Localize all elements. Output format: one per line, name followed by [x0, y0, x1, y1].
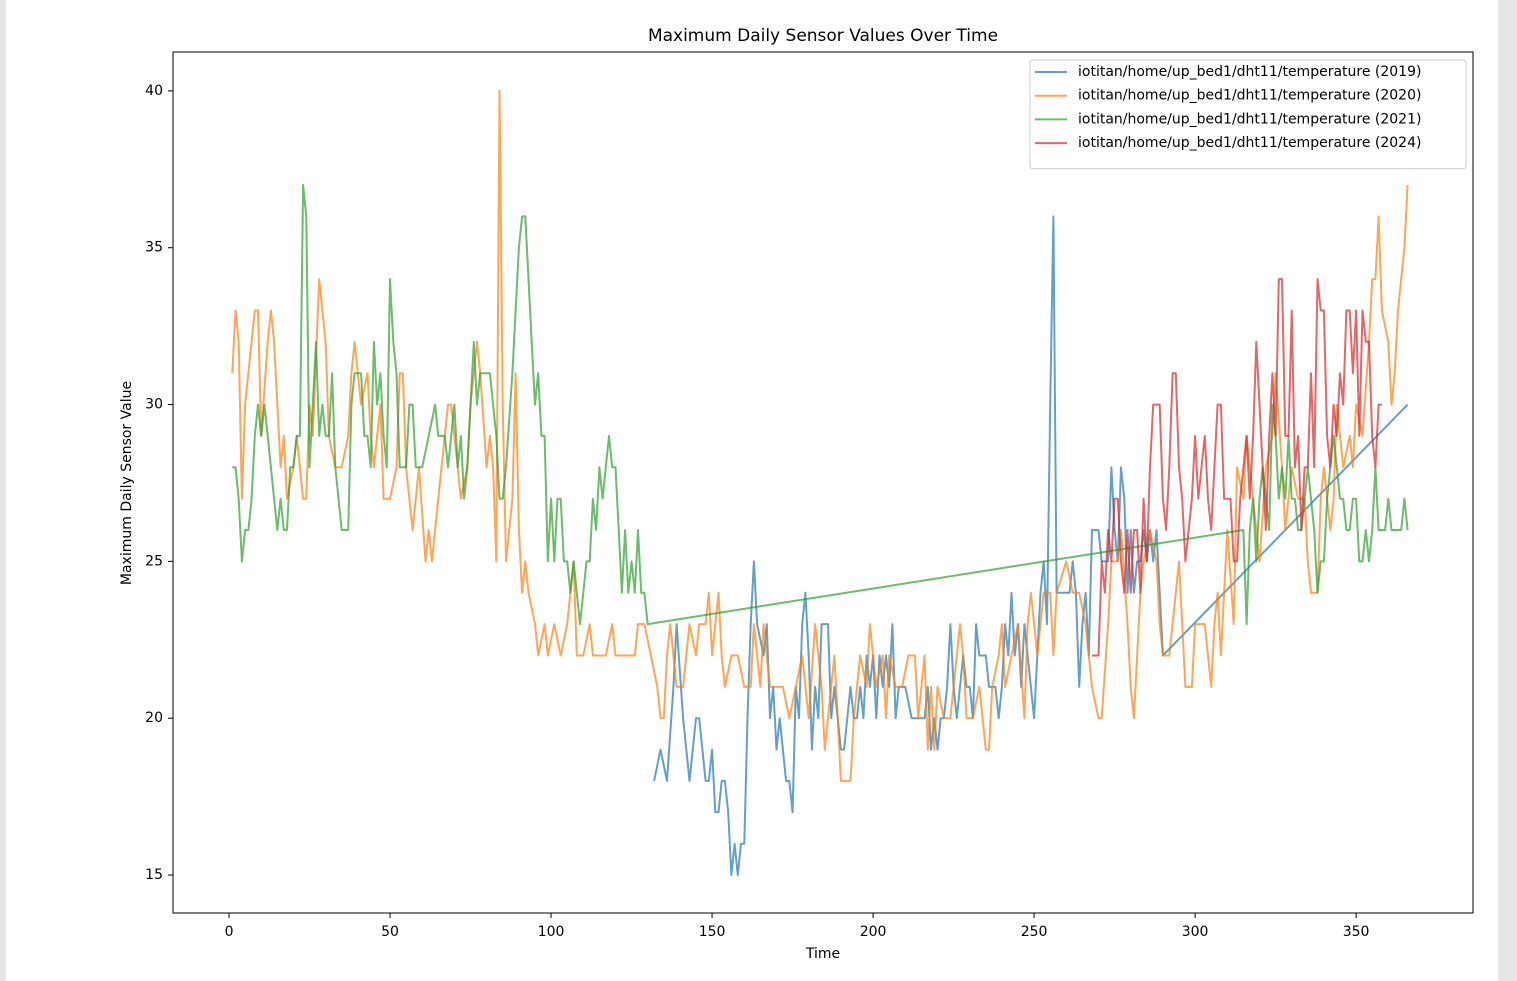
series-line: [231, 89, 1409, 782]
legend-label: iotitan/home/up_bed1/dht11/temperature (…: [1078, 111, 1421, 127]
x-axis-label: Time: [805, 946, 840, 962]
y-tick-label: 25: [145, 553, 163, 569]
plot-frame: [172, 51, 1474, 914]
series-line: [232, 184, 1409, 626]
y-tick-label: 40: [145, 83, 163, 99]
legend-label: iotitan/home/up_bed1/dht11/temperature (…: [1078, 135, 1421, 151]
x-tick-label: 250: [1021, 924, 1048, 940]
x-tick-label: 150: [699, 924, 726, 940]
x-tick-label: 100: [538, 924, 565, 940]
series-line: [1092, 278, 1382, 657]
x-tick-label: 50: [381, 924, 399, 940]
legend-label: iotitan/home/up_bed1/dht11/temperature (…: [1078, 88, 1421, 104]
y-tick-label: 15: [145, 867, 163, 883]
y-axis-label: Maximum Daily Sensor Value: [119, 381, 135, 585]
x-tick-label: 0: [225, 924, 234, 940]
chart-title: Maximum Daily Sensor Values Over Time: [648, 26, 998, 46]
y-tick-label: 30: [145, 397, 163, 413]
x-tick-label: 300: [1182, 924, 1209, 940]
y-tick-label: 20: [145, 710, 163, 726]
legend-label: iotitan/home/up_bed1/dht11/temperature (…: [1078, 64, 1421, 80]
left-edge: [0, 0, 6, 981]
legend-box: [1029, 59, 1467, 170]
y-tick-label: 35: [145, 240, 163, 256]
x-tick-label: 350: [1343, 924, 1370, 940]
x-tick-label: 200: [860, 924, 887, 940]
right-edge: [1498, 0, 1517, 981]
